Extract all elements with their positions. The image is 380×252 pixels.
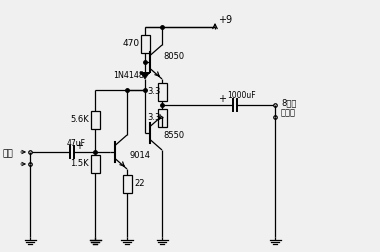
Text: 8欧姆
扬声器: 8欧姆 扬声器 [281,98,296,118]
Text: 3.3: 3.3 [147,113,160,122]
Bar [157,109,166,127]
Bar [157,83,166,101]
Text: 22: 22 [134,179,144,188]
Text: 470: 470 [123,40,140,48]
Text: +: + [218,94,226,104]
Text: 8050: 8050 [163,52,185,61]
Text: 输入: 输入 [2,149,13,159]
Text: 3.3: 3.3 [147,87,160,97]
Bar [90,155,100,173]
Text: +: + [75,141,83,151]
Text: 9014: 9014 [129,151,150,160]
Text: 1000uF: 1000uF [227,91,256,101]
Text: +9: +9 [218,15,232,25]
Polygon shape [141,73,149,79]
Text: 1.5K: 1.5K [70,160,89,169]
Text: 8550: 8550 [163,131,185,140]
Bar [122,175,131,193]
Bar [141,35,149,53]
Text: 5.6K: 5.6K [70,115,89,124]
Text: 1N4148: 1N4148 [113,72,144,80]
Bar [90,111,100,129]
Text: 47uF: 47uF [67,140,86,148]
